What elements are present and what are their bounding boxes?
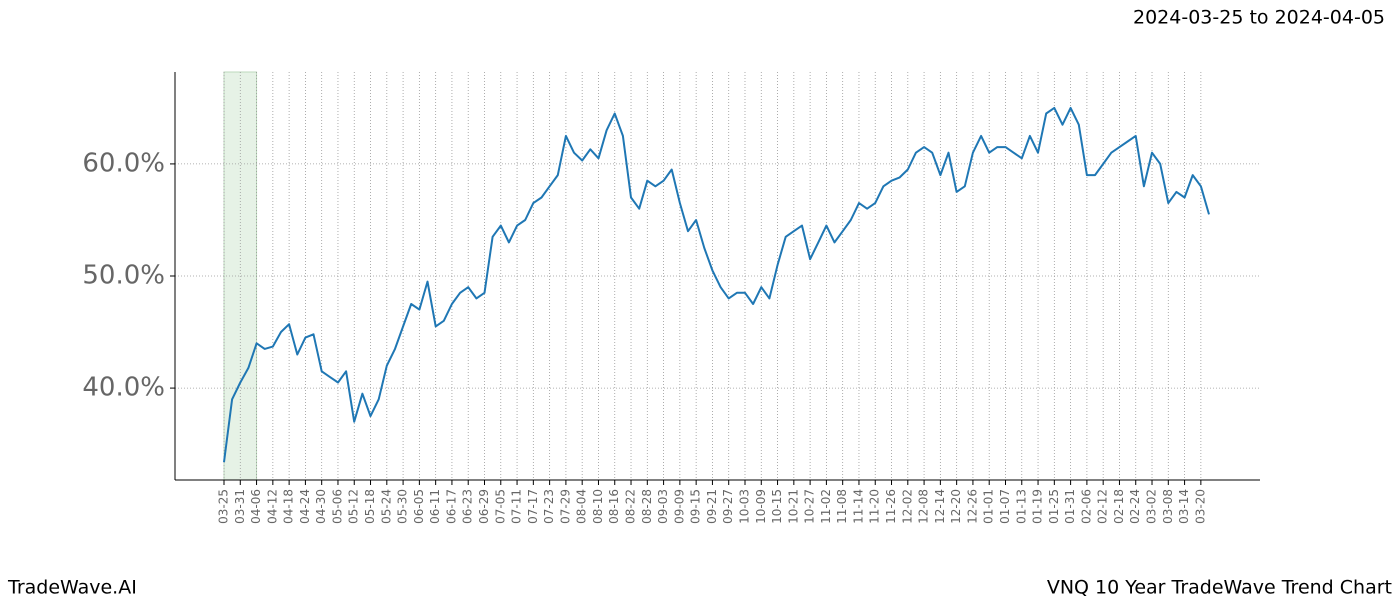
x-tick-label: 06-05 bbox=[412, 489, 426, 524]
x-tick-label: 05-12 bbox=[347, 489, 361, 524]
x-tick-label: 06-29 bbox=[477, 489, 491, 524]
y-tick-label: 50.0% bbox=[82, 261, 165, 291]
x-tick-label: 03-31 bbox=[233, 489, 247, 524]
trend-line bbox=[223, 106, 1210, 463]
x-tick-label: 04-06 bbox=[249, 489, 263, 524]
x-tick-label: 02-18 bbox=[1112, 489, 1126, 524]
x-tick-label: 09-09 bbox=[672, 489, 686, 524]
x-tick-label: 07-11 bbox=[510, 489, 524, 524]
y-tick-label: 40.0% bbox=[82, 373, 165, 403]
x-tick-label: 09-03 bbox=[656, 489, 670, 524]
x-tick-label: 08-10 bbox=[591, 489, 605, 524]
x-tick-label: 10-21 bbox=[786, 489, 800, 524]
x-tick-label: 01-25 bbox=[1047, 489, 1061, 524]
x-tick-label: 06-17 bbox=[444, 489, 458, 524]
x-tick-label: 12-26 bbox=[965, 489, 979, 524]
x-tick-label: 03-25 bbox=[217, 489, 231, 524]
x-tick-label: 03-14 bbox=[1177, 489, 1191, 524]
x-tick-label: 01-13 bbox=[1014, 489, 1028, 524]
x-tick-label: 02-24 bbox=[1128, 489, 1142, 524]
x-tick-label: 04-18 bbox=[282, 489, 296, 524]
x-tick-label: 01-07 bbox=[998, 489, 1012, 524]
x-tick-label: 03-08 bbox=[1161, 489, 1175, 524]
x-tick-label: 12-08 bbox=[917, 489, 931, 524]
x-tick-label: 08-04 bbox=[575, 489, 589, 524]
x-tick-label: 09-27 bbox=[721, 489, 735, 524]
x-tick-label: 07-23 bbox=[542, 489, 556, 524]
date-range: 2024-03-25 to 2024-04-05 bbox=[1133, 7, 1385, 29]
x-tick-label: 11-26 bbox=[884, 489, 898, 524]
x-tick-label: 05-24 bbox=[379, 489, 393, 524]
x-tick-label: 05-18 bbox=[363, 489, 377, 524]
x-tick-label: 05-06 bbox=[330, 489, 344, 524]
brand: TradeWave.AI bbox=[7, 577, 137, 599]
chart-title: VNQ 10 Year TradeWave Trend Chart bbox=[1047, 577, 1392, 599]
x-tick-label: 09-15 bbox=[689, 489, 703, 524]
x-tick-label: 04-12 bbox=[265, 489, 279, 524]
x-tick-label: 11-08 bbox=[835, 489, 849, 524]
x-tick-label: 06-11 bbox=[428, 489, 442, 524]
x-tick-label: 08-16 bbox=[607, 489, 621, 524]
x-tick-label: 09-21 bbox=[705, 489, 719, 524]
x-tick-label: 01-19 bbox=[1031, 489, 1045, 524]
x-tick-label: 08-28 bbox=[640, 489, 654, 524]
y-tick-label: 60.0% bbox=[82, 148, 165, 178]
x-tick-label: 02-12 bbox=[1096, 489, 1110, 524]
x-tick-label: 07-05 bbox=[493, 489, 507, 524]
x-tick-label: 12-02 bbox=[900, 489, 914, 524]
x-tick-label: 11-02 bbox=[819, 489, 833, 524]
x-tick-label: 12-20 bbox=[949, 489, 963, 524]
x-tick-label: 07-29 bbox=[558, 489, 572, 524]
x-tick-label: 05-30 bbox=[396, 489, 410, 524]
x-tick-label: 01-31 bbox=[1063, 489, 1077, 524]
x-tick-label: 10-15 bbox=[770, 489, 784, 524]
x-tick-label: 12-14 bbox=[933, 489, 947, 524]
x-tick-label: 11-20 bbox=[868, 489, 882, 524]
x-tick-label: 01-01 bbox=[982, 489, 996, 524]
x-tick-label: 06-23 bbox=[461, 489, 475, 524]
x-tick-label: 10-09 bbox=[754, 489, 768, 524]
x-tick-label: 03-20 bbox=[1193, 489, 1207, 524]
x-tick-label: 11-14 bbox=[851, 489, 865, 524]
x-tick-label: 04-30 bbox=[314, 489, 328, 524]
x-tick-label: 07-17 bbox=[526, 489, 540, 524]
x-tick-label: 10-03 bbox=[737, 489, 751, 524]
x-tick-label: 02-06 bbox=[1079, 489, 1093, 524]
x-tick-label: 04-24 bbox=[298, 489, 312, 524]
x-tick-label: 08-22 bbox=[624, 489, 638, 524]
x-tick-label: 10-27 bbox=[803, 489, 817, 524]
x-tick-label: 03-02 bbox=[1145, 489, 1159, 524]
